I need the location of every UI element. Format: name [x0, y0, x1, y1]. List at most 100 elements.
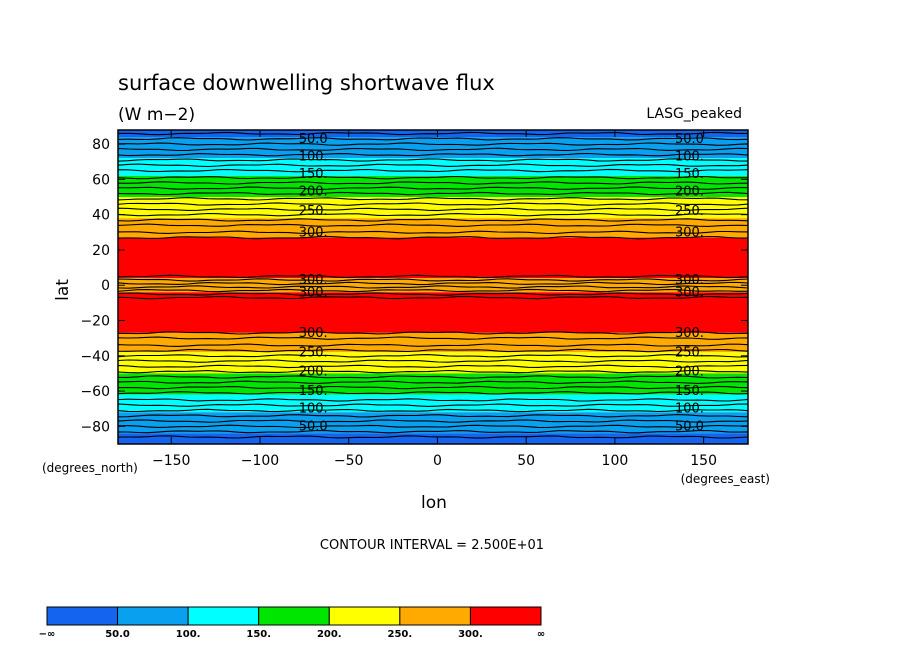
x-axis-label: lon [421, 493, 447, 513]
colorbar-label: 150. [246, 629, 271, 640]
contour-line [117, 212, 749, 217]
fill-band [118, 292, 748, 333]
contour-label: 300. [675, 285, 704, 300]
contour-line [117, 202, 749, 206]
contour-label: 250. [675, 345, 704, 360]
chart-units: (W m−2) [118, 105, 195, 125]
y-axis: 80 60 40 20 0 −20 −40 −60 −80 [80, 137, 748, 435]
colorbar-swatch [328, 606, 401, 626]
x-tick-label: 150 [690, 453, 717, 469]
contour-line [117, 235, 749, 240]
contour-label: 300. [675, 273, 704, 288]
x-axis-units: (degrees_east) [681, 472, 770, 486]
contour-line [117, 369, 749, 374]
contour-line [117, 292, 749, 296]
fill-band [118, 137, 748, 159]
fill-band [118, 352, 748, 374]
contour-label: 300. [299, 225, 328, 240]
fill-band [118, 237, 748, 279]
contour-line [117, 278, 749, 282]
contour-line [117, 175, 749, 180]
contour-line [117, 385, 749, 390]
colorbar-label: 300. [458, 629, 483, 640]
contour-line [117, 354, 749, 358]
contour-label: 200. [675, 185, 704, 200]
contour-line [117, 414, 749, 418]
fill-bands [118, 130, 748, 444]
contour-label: 50.0 [675, 132, 704, 147]
y-tick-label: 40 [92, 208, 110, 224]
contour-line [117, 223, 749, 227]
contour-line [117, 348, 749, 353]
y-tick-label: −20 [80, 314, 110, 330]
contour-label: 100. [299, 149, 328, 164]
fill-band [118, 373, 748, 395]
contour-label: 300. [299, 273, 328, 288]
y-axis-units: (degrees_north) [42, 461, 138, 475]
contour-label: 50.0 [675, 419, 704, 434]
x-tick-label: −150 [152, 453, 190, 469]
contour-label: 250. [299, 204, 328, 219]
fill-band [118, 175, 748, 198]
contour-label: 300. [675, 225, 704, 240]
contour-label: 300. [675, 326, 704, 341]
y-tick-label: −40 [80, 349, 110, 365]
contour-line [117, 408, 749, 413]
contour-line [117, 186, 749, 190]
y-tick-label: 80 [92, 137, 110, 153]
contour-line [117, 343, 749, 347]
contour-line [117, 424, 749, 429]
contour-line [117, 295, 749, 300]
contour-label: 150. [299, 384, 328, 399]
contour-line [117, 181, 749, 185]
contour-line [117, 288, 749, 293]
x-tick-label: 50 [517, 453, 535, 469]
contour-label: 150. [299, 167, 328, 182]
colorbar: −∞ 50.0 100. 150. 200. 250. 300. ∞ [39, 606, 545, 640]
contour-label: 250. [675, 204, 704, 219]
colorbar-label: 250. [388, 629, 413, 640]
contour-lines [117, 131, 749, 439]
x-tick-label: 100 [602, 453, 629, 469]
y-tick-label: 0 [101, 278, 110, 294]
contour-label: 200. [299, 365, 328, 380]
contour-label: 50.0 [299, 419, 328, 434]
contour-line [117, 197, 749, 201]
y-tick-label: −80 [80, 419, 110, 435]
fill-band [118, 278, 748, 293]
colorbar-swatch [117, 606, 189, 626]
contour-line [117, 230, 749, 235]
contour-line [117, 331, 749, 335]
contour-line [117, 274, 749, 279]
x-tick-label: −100 [241, 453, 279, 469]
contour-line [117, 281, 749, 286]
colorbar-swatch [46, 606, 119, 626]
contour-line [117, 142, 749, 146]
contour-line [117, 375, 749, 379]
contour-line [117, 336, 749, 340]
contour-line [117, 163, 749, 168]
contour-line [117, 403, 748, 407]
colorbar-swatch [187, 606, 260, 626]
contour-line [117, 285, 749, 289]
colorbar-swatch [399, 606, 471, 626]
fill-band [118, 433, 748, 444]
contour-line [117, 131, 748, 136]
contour-labels: 50.0 50.0 100. 100. 150. 150. 200. 200. 250. 250.… [299, 132, 704, 435]
contour-line [117, 152, 749, 157]
contour-line [117, 398, 749, 402]
contour-line [117, 429, 749, 434]
contour-label: 150. [675, 167, 704, 182]
fill-band [118, 412, 748, 434]
colorbar-label: 50.0 [105, 629, 130, 640]
contour-label: 100. [675, 402, 704, 417]
contour-label: 100. [675, 149, 704, 164]
y-tick-label: −60 [80, 384, 110, 400]
contour-line [117, 218, 749, 222]
contour-line [117, 191, 749, 196]
contour-line [117, 158, 749, 162]
y-tick-label: 20 [92, 243, 110, 259]
colorbar-label: −∞ [39, 629, 56, 640]
colorbar-swatch [469, 606, 542, 626]
